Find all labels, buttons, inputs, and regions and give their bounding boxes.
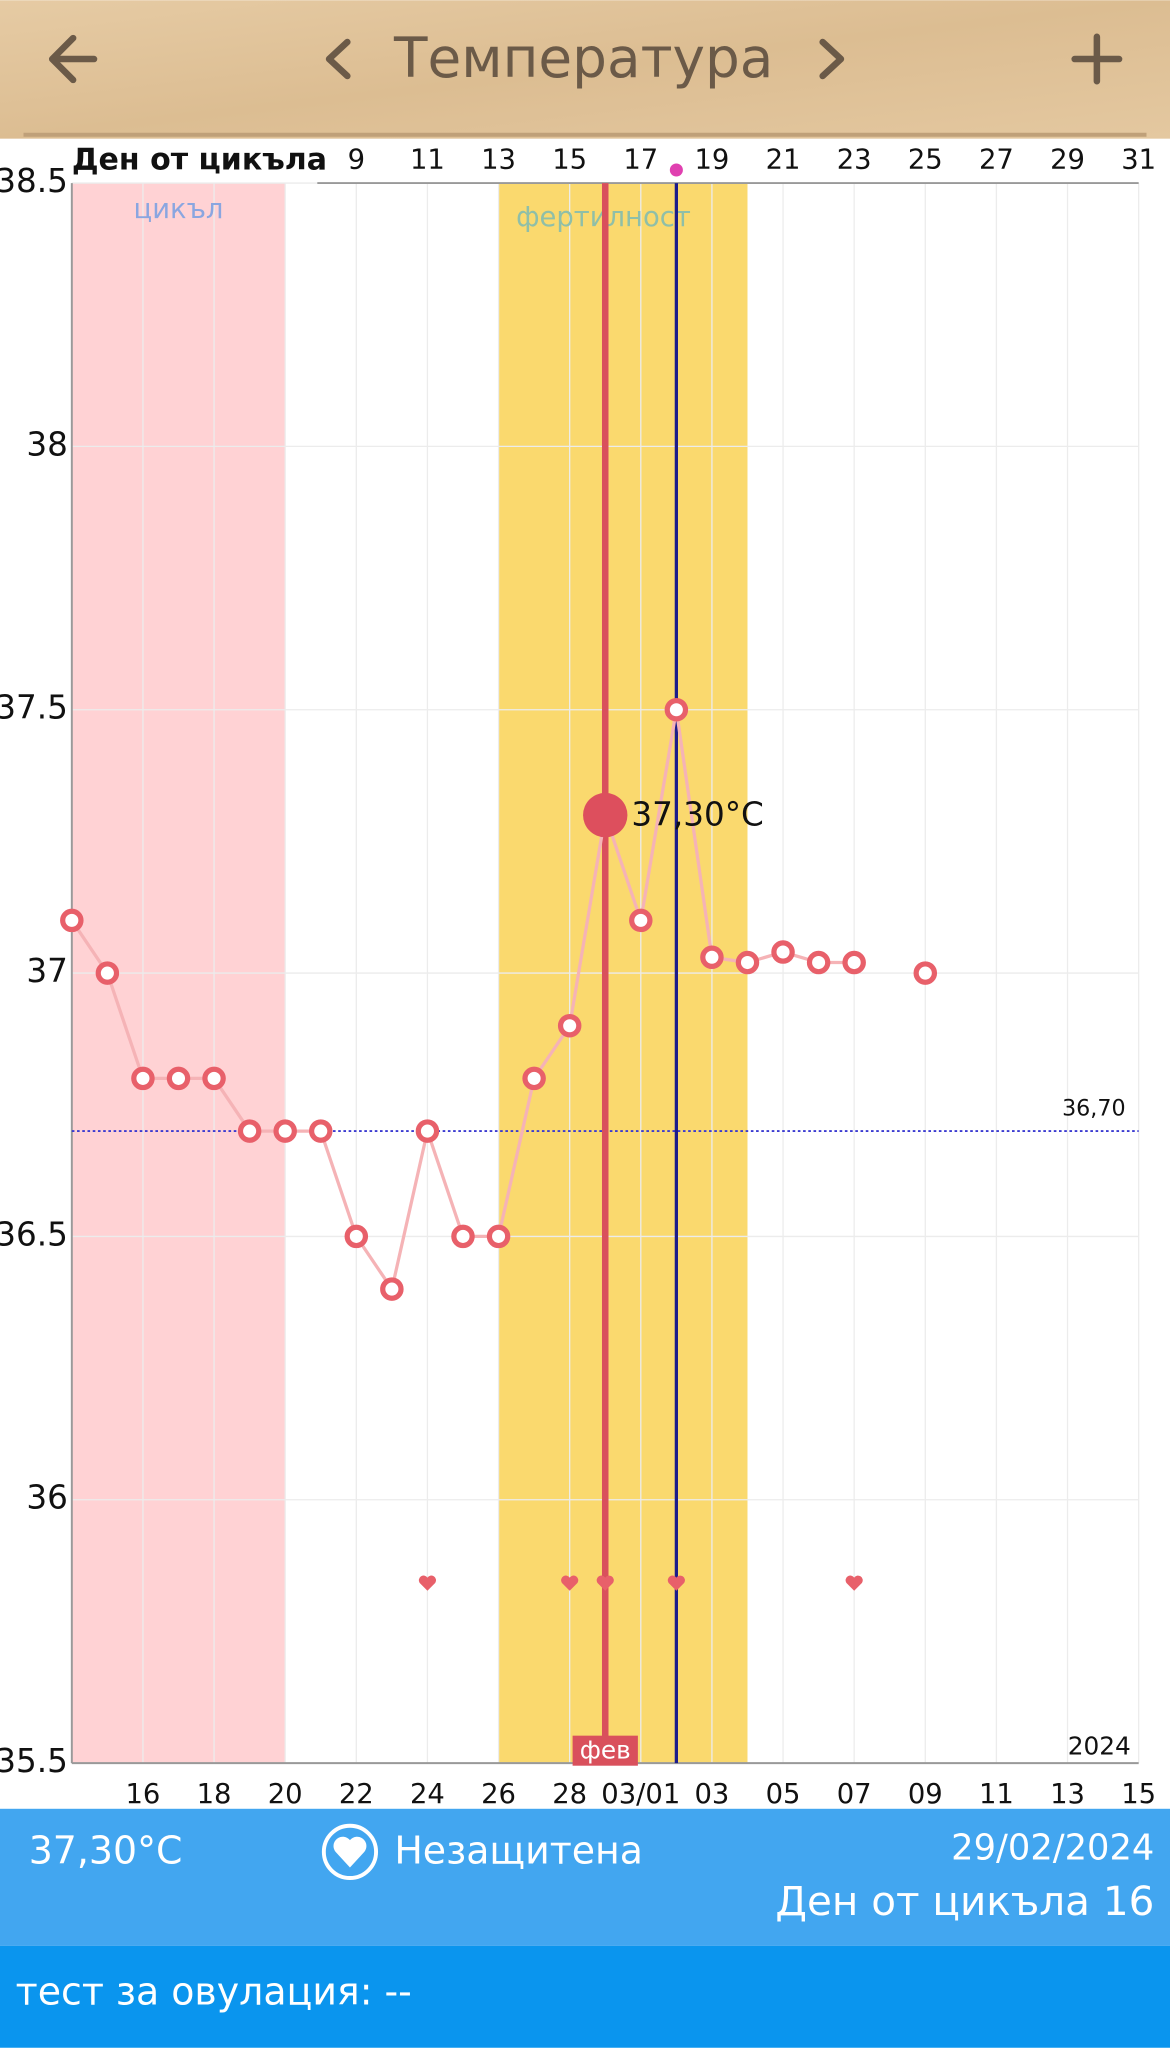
reference-label: 36,70 [1062, 1095, 1126, 1121]
x-tick-label: 16 [126, 1779, 161, 1810]
footer-bg [0, 1808, 1170, 1946]
point [273, 1119, 297, 1143]
header: Температура [0, 0, 1170, 139]
x-tick-label: 22 [339, 1779, 374, 1810]
x-tick-label: 07 [837, 1779, 872, 1810]
cycle-day-label: 13 [481, 144, 516, 175]
point [771, 940, 795, 964]
selected-point [583, 792, 628, 838]
point [486, 1224, 511, 1249]
cycle-day-label: 23 [837, 144, 872, 175]
point [308, 1119, 333, 1143]
cycle-day-label: 29 [1050, 144, 1085, 175]
x-tick-label: 09 [908, 1779, 943, 1810]
band-label: цикъл [134, 194, 224, 225]
ovulation-test: тест за овулация: -- [16, 1970, 412, 2014]
footer-date: 29/02/2024 [951, 1827, 1154, 1868]
cycle-day-label: 27 [979, 144, 1014, 175]
cycle-day-label: 31 [1121, 144, 1156, 175]
x-tick-label: 03/01 [601, 1779, 680, 1810]
point [557, 1013, 582, 1038]
x-tick-label: 03 [694, 1779, 729, 1810]
point [166, 1066, 191, 1091]
y-tick-label: 37 [26, 952, 68, 990]
x-tick-label: 11 [979, 1779, 1014, 1810]
heart [667, 1575, 685, 1591]
x-tick-label: 15 [1121, 1779, 1156, 1810]
point [380, 1277, 404, 1301]
footer-temperature: 37,30°C [29, 1829, 183, 1873]
x-tick-label: 13 [1050, 1779, 1085, 1810]
point [344, 1224, 369, 1249]
year-label: 2024 [1068, 1731, 1131, 1760]
point [806, 950, 831, 975]
header-bg [0, 0, 1170, 139]
cycle-day-label: 15 [552, 144, 587, 175]
cycle-day-label: 9 [348, 144, 365, 175]
cycle-day-label: 21 [766, 144, 801, 175]
x-tick-label: 18 [197, 1779, 232, 1810]
point [415, 1119, 440, 1143]
y-tick-label: 37.5 [0, 689, 68, 727]
point [522, 1066, 546, 1091]
cycle-day-label: 17 [623, 144, 658, 175]
add-button[interactable] [1071, 33, 1123, 85]
chart: 35.53636.53737.53838.5цикълфертилностДен… [0, 142, 1156, 1810]
point [237, 1119, 262, 1143]
point [629, 908, 653, 933]
heart [418, 1575, 437, 1591]
point [735, 950, 760, 975]
point [451, 1224, 475, 1249]
cycle-day-label: 19 [694, 144, 729, 175]
y-tick-label: 38 [26, 425, 68, 463]
point [131, 1066, 155, 1091]
x-tick-label: 24 [410, 1779, 445, 1810]
cycle-day-label: 11 [410, 144, 445, 175]
x-tick-label: 20 [268, 1779, 303, 1810]
protection-icon[interactable] [321, 1823, 379, 1880]
x-tick-label: 28 [552, 1779, 587, 1810]
ovulation-bar [0, 1945, 1170, 2048]
heart [561, 1575, 579, 1591]
next-button[interactable] [819, 38, 845, 80]
footer: 37,30°C Незащитена 29/02/2024 Ден от цик… [0, 1808, 1170, 2048]
ovulation-dot [669, 163, 683, 177]
heart [596, 1575, 614, 1591]
point [95, 961, 120, 985]
y-tick-label: 35.5 [0, 1742, 68, 1780]
footer-cycle-day: Ден от цикъла 16 [775, 1877, 1154, 1925]
point [913, 961, 938, 985]
x-tick-label: 05 [766, 1779, 801, 1810]
day-marker-tag [572, 1735, 638, 1766]
back-button[interactable] [48, 34, 98, 84]
prev-button[interactable] [325, 38, 351, 80]
day-marker-label: фев [580, 1735, 631, 1764]
x-tick-label: 26 [481, 1779, 516, 1810]
y-tick-label: 38.5 [0, 162, 68, 200]
point [202, 1066, 226, 1091]
y-tick-label: 36.5 [0, 1215, 68, 1253]
heart [845, 1575, 863, 1591]
point [60, 908, 84, 933]
protection-status: Незащитена [394, 1829, 643, 1873]
point [664, 697, 689, 722]
x-axis-title: Ден от цикъла [72, 142, 327, 177]
selected-value-label: 37,30°C [631, 795, 764, 833]
y-tick-label: 36 [26, 1479, 68, 1517]
screen-title: Температура [393, 26, 773, 90]
point [700, 945, 724, 970]
cycle-day-label: 25 [908, 144, 943, 175]
point [842, 950, 866, 975]
